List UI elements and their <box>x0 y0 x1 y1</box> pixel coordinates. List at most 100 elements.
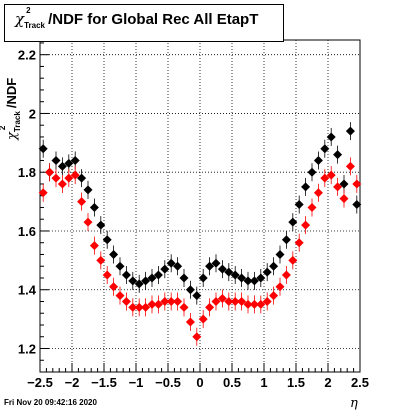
red-data-point <box>121 296 131 306</box>
red-data-point <box>38 188 48 198</box>
black-data-point <box>147 273 157 283</box>
ylabel-subscript: Track <box>13 111 22 133</box>
black-data-point <box>281 235 291 245</box>
black-data-point <box>313 155 323 165</box>
black-data-point <box>262 267 272 277</box>
black-data-point <box>115 261 125 271</box>
red-data-point <box>141 302 151 312</box>
red-data-point <box>294 238 304 248</box>
black-data-point <box>294 200 304 210</box>
black-data-point <box>102 235 112 245</box>
red-data-point <box>166 296 176 306</box>
x-tick-label: −0.5 <box>155 375 181 390</box>
red-data-point <box>217 294 227 304</box>
red-data-point <box>185 317 195 327</box>
red-data-point <box>70 170 80 180</box>
black-data-point <box>134 279 144 289</box>
title-subscript: Track <box>24 21 45 30</box>
black-data-point <box>64 158 74 168</box>
ylabel-text: /NDF <box>4 77 19 109</box>
red-data-point <box>269 291 279 301</box>
red-data-point <box>89 241 99 251</box>
ylabel-superscript: 2 <box>0 126 7 130</box>
black-data-point <box>83 185 93 195</box>
red-data-point <box>77 197 87 207</box>
black-data-point <box>153 270 163 280</box>
x-tick-label: 0 <box>196 375 203 390</box>
ylabel-chi-symbol: χ <box>5 132 20 140</box>
black-data-point <box>224 267 234 277</box>
red-data-point <box>237 296 247 306</box>
y-tick-label: 1.2 <box>18 341 36 356</box>
red-data-point <box>45 167 55 177</box>
black-data-point <box>352 200 362 210</box>
chart-title: χ 2 Track/NDF for Global Rec All EtapT <box>4 4 284 42</box>
red-data-point <box>147 299 157 309</box>
black-data-point <box>249 276 259 286</box>
red-data-point <box>288 255 298 265</box>
red-data-point <box>83 217 93 227</box>
black-data-point <box>173 261 183 271</box>
black-data-point <box>38 144 48 154</box>
red-data-point <box>211 296 221 306</box>
black-data-point <box>275 249 285 259</box>
red-data-point <box>205 302 215 312</box>
x-tick-label: 1 <box>260 375 267 390</box>
red-data-point <box>224 296 234 306</box>
red-data-point <box>51 173 61 183</box>
black-data-point <box>345 126 355 136</box>
black-data-point <box>333 150 343 160</box>
red-data-point <box>198 314 208 324</box>
red-data-point <box>173 296 183 306</box>
red-data-point <box>320 173 330 183</box>
red-data-point <box>57 179 67 189</box>
x-tick-label: −1.5 <box>91 375 117 390</box>
red-data-point <box>333 182 343 192</box>
x-tick-label: 2 <box>324 375 331 390</box>
red-data-point <box>179 302 189 312</box>
title-chi-symbol: χ <box>15 10 25 28</box>
red-data-point <box>281 270 291 280</box>
red-data-point <box>249 299 259 309</box>
y-tick-label: 1.6 <box>18 224 36 239</box>
red-data-point <box>262 296 272 306</box>
x-tick-label: −2 <box>65 375 80 390</box>
y-tick-label: 1.8 <box>18 165 36 180</box>
red-data-point <box>128 302 138 312</box>
black-data-point <box>217 264 227 274</box>
black-data-point <box>301 182 311 192</box>
black-data-point <box>339 179 349 189</box>
red-data-point <box>64 173 74 183</box>
black-data-point <box>256 273 266 283</box>
black-data-point <box>185 285 195 295</box>
black-data-point <box>320 144 330 154</box>
red-data-point <box>115 291 125 301</box>
red-data-point <box>192 332 202 342</box>
black-data-point <box>198 273 208 283</box>
black-data-point <box>307 167 317 177</box>
black-data-point <box>205 261 215 271</box>
black-data-point <box>128 276 138 286</box>
red-data-point <box>160 296 170 306</box>
black-data-point <box>243 276 253 286</box>
red-data-point <box>96 255 106 265</box>
black-data-point <box>109 249 119 259</box>
red-data-point <box>243 299 253 309</box>
black-data-point <box>192 291 202 301</box>
x-tick-label: −1 <box>129 375 144 390</box>
black-data-point <box>288 217 298 227</box>
black-data-point <box>230 270 240 280</box>
black-data-point <box>89 202 99 212</box>
black-data-point <box>141 276 151 286</box>
red-data-point <box>153 299 163 309</box>
red-data-point <box>134 302 144 312</box>
red-data-point <box>339 194 349 204</box>
x-tick-label: 1.5 <box>287 375 305 390</box>
black-data-point <box>166 258 176 268</box>
red-data-point <box>109 282 119 292</box>
x-tick-label: 0.5 <box>223 375 241 390</box>
red-data-point <box>102 270 112 280</box>
red-data-point <box>301 220 311 230</box>
red-data-point <box>313 188 323 198</box>
